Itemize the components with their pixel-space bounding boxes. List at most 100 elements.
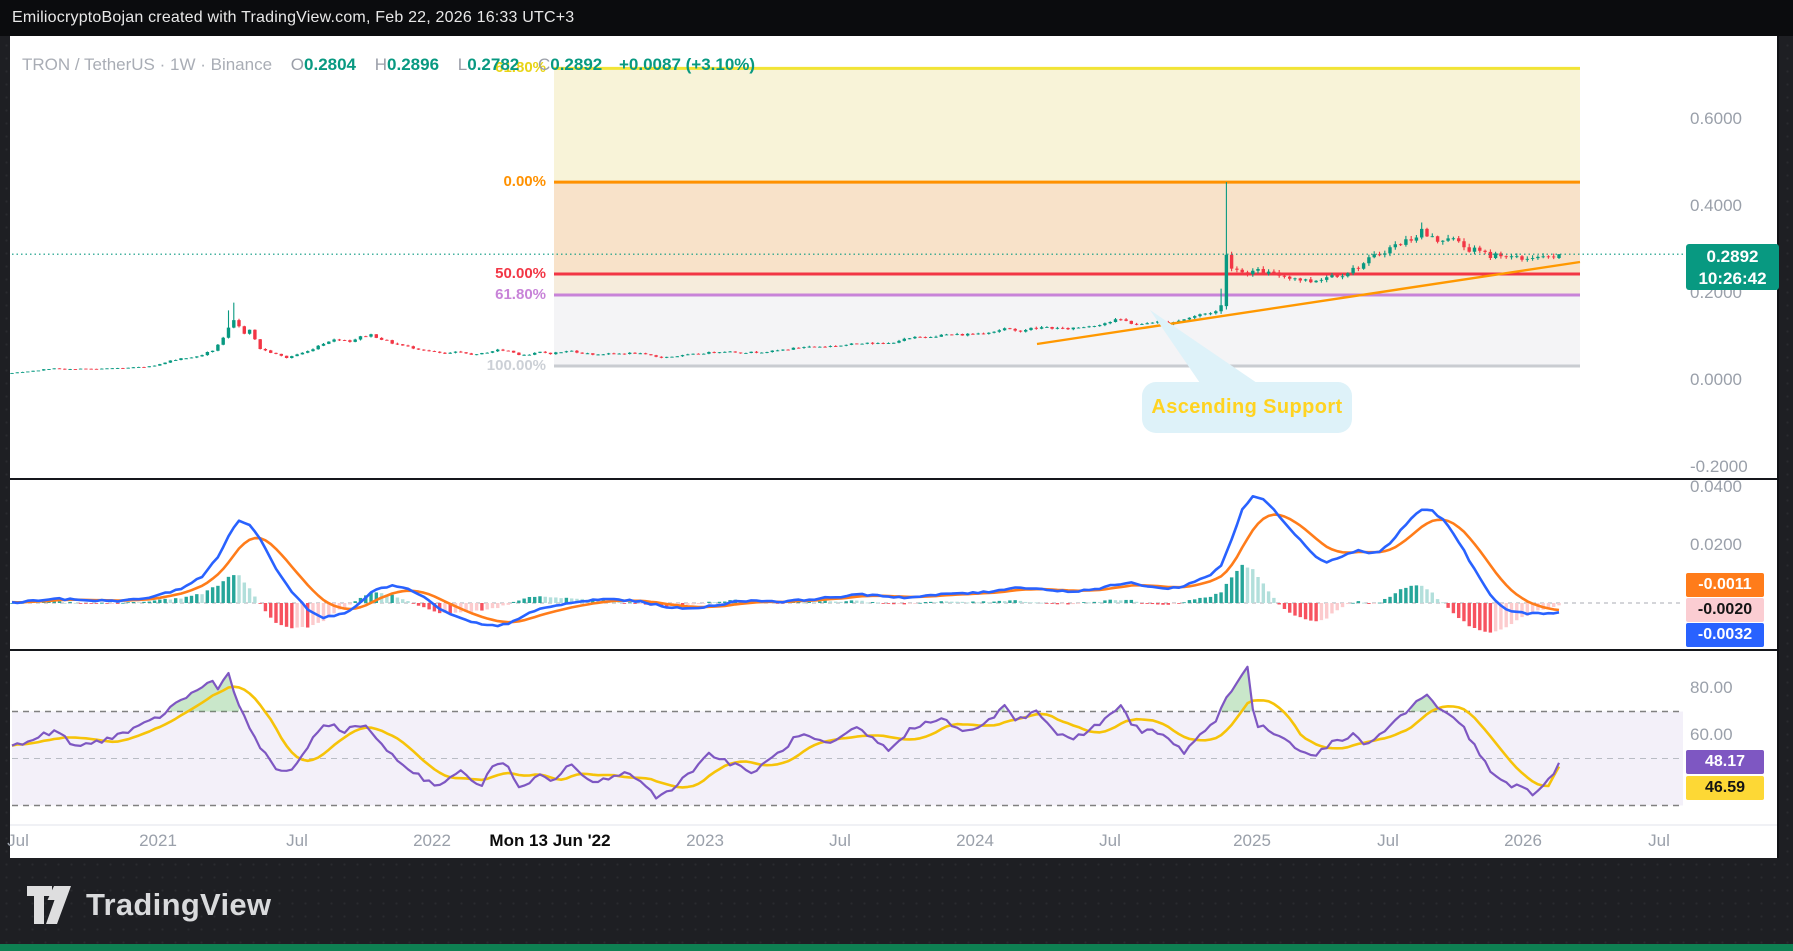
macd-histogram-bar [686,603,690,605]
macd-histogram-bar [1045,603,1049,604]
macd-histogram-bar [944,601,949,603]
macd-histogram-bar [712,602,716,603]
macd-histogram-bar [1346,603,1350,605]
macd-histogram-bar [485,603,489,610]
macd-histogram-bar [200,594,204,603]
macd-histogram-bar [184,596,188,603]
macd-histogram-bar [443,603,447,613]
macd-histogram-bar [638,603,643,604]
macd-histogram-bar [1002,601,1007,603]
macd-histogram-bar [284,603,289,627]
macd-histogram-bar [427,603,431,610]
macd-histogram-bar [390,594,394,603]
macd-histogram-bar [173,598,178,603]
macd-histogram-bar [522,598,526,603]
macd-histogram-bar [1499,603,1503,630]
macd-histogram-bar [163,598,167,603]
macd-histogram-bar [548,597,553,603]
macd-histogram-bar [691,603,695,605]
macd-histogram-bar [179,598,183,603]
macd-histogram-bar [1256,577,1260,603]
macd-histogram-bar [152,600,157,603]
macd-histogram-bar [52,601,56,603]
macd-histogram-bar [1293,603,1297,616]
macd-histogram-bar [1483,603,1487,632]
tradingview-logo-text: TradingView [86,887,272,922]
macd-histogram-bar [981,601,986,603]
macd-histogram-bar [263,603,268,612]
macd-histogram-bar [453,603,458,613]
macd-histogram-bar [1340,603,1345,608]
macd-histogram-bar [965,602,970,604]
macd-histogram-bar [1446,603,1450,608]
macd-histogram-bar [195,594,199,603]
macd-histogram-bar [1150,603,1155,605]
macd-histogram-bar [422,603,426,608]
macd-histogram-bar [1525,603,1530,616]
macd-histogram-bar [844,601,848,603]
macd-histogram-bar [1435,599,1440,603]
macd-histogram-bar [1108,599,1112,603]
macd-histogram-bar [305,603,310,628]
tradingview-logo[interactable]: TradingView [26,884,271,926]
macd-histogram-bar [221,581,225,603]
macd-histogram-bar [1092,601,1097,603]
macd-histogram-bar [633,603,637,604]
macd-histogram-bar [147,601,151,603]
macd-histogram-bar [131,602,136,603]
tradingview-logo-icon [27,886,71,924]
fib-zone-fill [554,294,1580,366]
macd-histogram-bar [955,601,959,603]
macd-histogram-bar [168,599,173,603]
macd-histogram-bar [269,603,273,618]
macd-histogram-bar [1472,603,1477,628]
macd-histogram-bar [216,585,220,603]
macd-histogram-bar [591,599,595,603]
macd-histogram-bar [1330,603,1334,614]
macd-histogram-bar [1082,602,1086,603]
rsi-ma-line [11,685,1561,789]
macd-histogram-bar [1456,603,1461,619]
macd-histogram-bar [406,601,410,603]
macd-histogram-bar [860,600,864,603]
macd-histogram-bar [1319,603,1324,621]
macd-histogram-bar [1050,603,1054,604]
macd-histogram-bar [1235,570,1239,603]
bottom-accent-strip [0,944,1793,951]
macd-histogram-bar [1024,601,1028,603]
macd-histogram-bar [506,603,511,605]
macd-histogram-bar [1251,569,1255,603]
macd-histogram-bar [1430,592,1434,603]
macd-histogram-bar [237,575,241,603]
macd-histogram-bar [818,601,822,603]
macd-histogram-bar [1192,599,1197,603]
macd-histogram-bar [1420,585,1424,603]
macd-histogram-bar [1171,603,1176,604]
macd-histogram-bar [1018,600,1023,603]
macd-histogram-bar [1377,602,1382,604]
macd-histogram-bar [1388,596,1392,603]
macd-histogram-bar [89,603,93,604]
macd-histogram-bar [321,603,326,622]
macd-histogram-bar [448,603,452,614]
attribution-text: EmiliocryptoBojan created with TradingVi… [12,9,575,26]
macd-histogram-bar [1351,602,1355,604]
macd-histogram-bar [1129,599,1134,603]
macd-histogram-bar [897,603,901,604]
macd-histogram-bar [987,602,991,604]
macd-histogram-bar [554,597,558,603]
macd-histogram-bar [1509,603,1514,625]
macd-histogram-bar [1372,603,1376,604]
macd-histogram-bar [960,601,965,603]
macd-histogram-bar [1462,603,1466,622]
macd-histogram-bar [849,600,854,603]
macd-histogram-bar [696,603,701,605]
macd-histogram-bar [870,601,875,603]
macd-histogram-bar [833,601,838,603]
macd-histogram-bar [775,603,780,604]
macd-histogram-bar [839,601,843,603]
macd-histogram-bar [1055,603,1060,605]
macd-histogram-bar [205,590,210,603]
macd-histogram-bar [1140,603,1144,604]
